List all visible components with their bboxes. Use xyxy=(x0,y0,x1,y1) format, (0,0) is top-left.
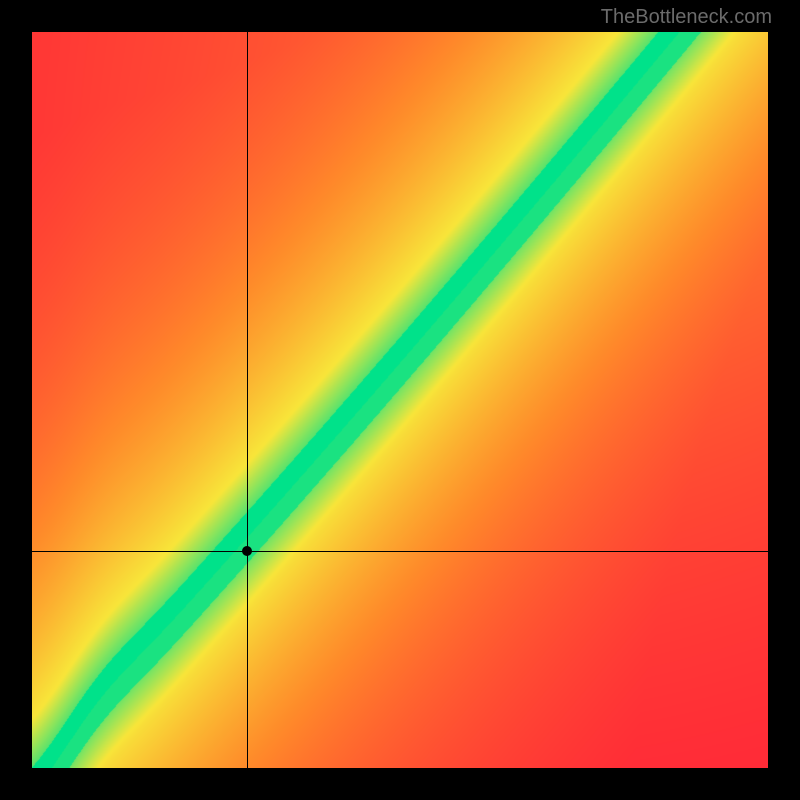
heatmap-plot xyxy=(32,32,768,768)
crosshair-horizontal xyxy=(32,551,768,552)
heatmap-canvas xyxy=(32,32,768,768)
crosshair-vertical xyxy=(247,32,248,768)
watermark-text: TheBottleneck.com xyxy=(601,6,772,29)
crosshair-marker xyxy=(242,546,252,556)
